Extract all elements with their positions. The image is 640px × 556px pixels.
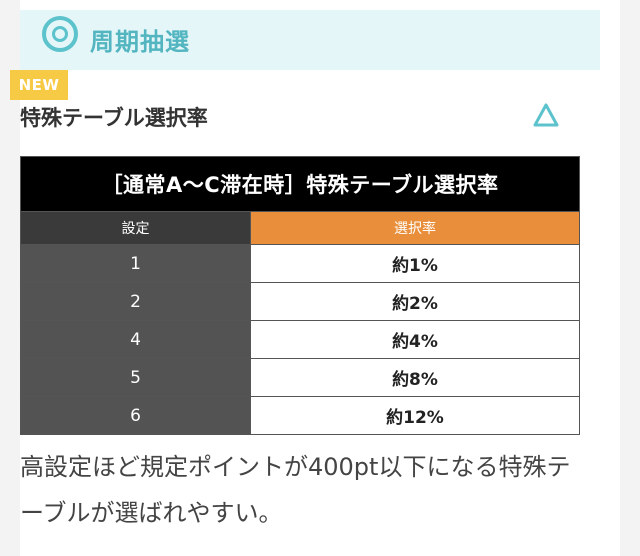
table-row: 1 約1% [21,244,579,282]
setting-cell: 4 [21,321,251,358]
table-row: 2 約2% [21,282,579,320]
section-title: 特殊テーブル選択率 [20,106,208,130]
table-row: 5 約8% [21,358,579,396]
rate-cell: 約1% [251,245,579,282]
rate-cell: 約2% [251,283,579,320]
setting-cell: 1 [21,245,251,282]
table-row: 6 約12% [21,396,579,434]
header-title: 周期抽選 [90,28,190,56]
section-header: 周期抽選 [20,10,600,70]
table-title: ［通常A〜C滞在時］特殊テーブル選択率 [21,157,579,211]
header-rate: 選択率 [251,212,579,244]
new-badge: NEW [10,70,68,100]
target-icon [42,16,78,52]
rate-cell: 約4% [251,321,579,358]
setting-cell: 5 [21,359,251,396]
rate-cell: 約8% [251,359,579,396]
table-header-row: 設定 選択率 [21,211,579,244]
selection-rate-table: ［通常A〜C滞在時］特殊テーブル選択率 設定 選択率 1 約1% 2 約2% 4… [20,156,580,435]
setting-cell: 2 [21,283,251,320]
triangle-icon[interactable] [532,102,560,128]
header-setting: 設定 [21,212,251,244]
rate-cell: 約12% [251,397,579,434]
table-row: 4 約4% [21,320,579,358]
description-text: 高設定ほど規定ポイントが400pt以下になる特殊テーブルが選ばれやすい。 [20,453,571,527]
setting-cell: 6 [21,397,251,434]
